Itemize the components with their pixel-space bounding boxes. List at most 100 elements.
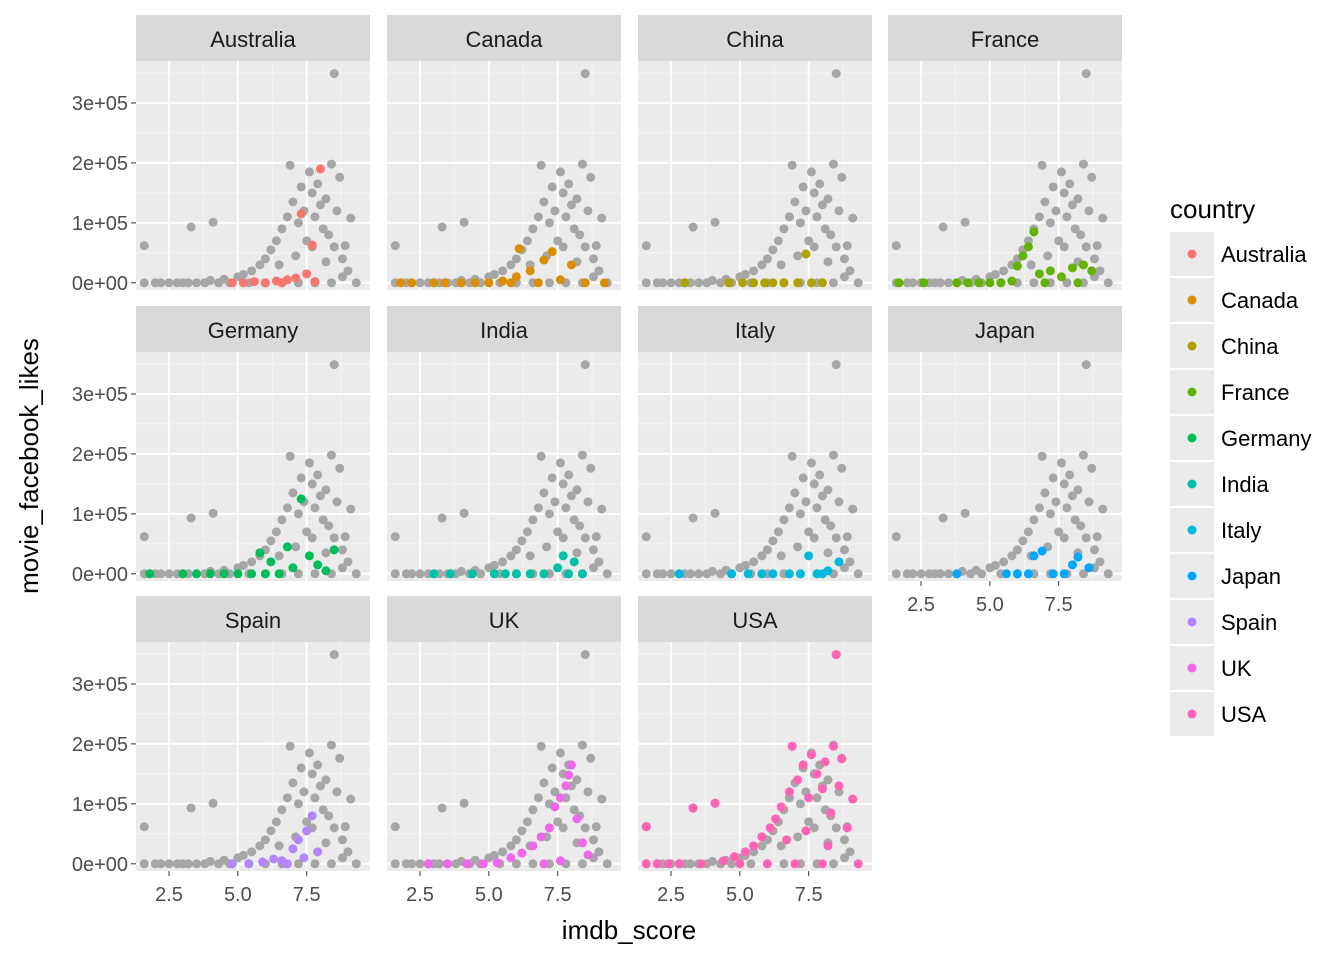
background-point	[139, 241, 149, 251]
background-point	[544, 509, 554, 519]
data-point-uk	[462, 859, 472, 869]
background-point	[390, 569, 400, 579]
legend-item: France	[1170, 370, 1289, 414]
background-point	[558, 188, 568, 198]
background-point	[528, 859, 538, 869]
data-point-canada	[525, 266, 535, 276]
background-point	[525, 551, 535, 561]
data-point-usa	[718, 856, 728, 866]
x-tick-label: 7.5	[795, 884, 823, 906]
data-point-japan	[1029, 551, 1039, 561]
background-point	[1067, 200, 1077, 210]
background-point	[293, 859, 303, 869]
facet-strip	[387, 596, 621, 642]
background-point	[390, 822, 400, 832]
background-point	[544, 218, 554, 228]
background-point	[321, 548, 331, 558]
data-point-australia	[260, 278, 270, 288]
data-point-france	[1012, 261, 1022, 271]
background-point	[302, 527, 312, 537]
background-point	[315, 491, 325, 501]
data-point-france	[1073, 278, 1083, 288]
background-point	[831, 360, 841, 370]
background-point	[820, 515, 830, 525]
background-point	[335, 172, 345, 182]
background-point	[580, 360, 590, 370]
background-point	[793, 251, 803, 261]
background-point	[580, 650, 590, 660]
data-point-france	[919, 278, 929, 288]
background-point	[329, 69, 339, 79]
background-point	[908, 278, 918, 288]
data-point-germany	[247, 569, 257, 579]
data-point-usa	[787, 741, 797, 751]
background-point	[351, 569, 361, 579]
data-point-usa	[826, 808, 836, 818]
background-point	[1065, 470, 1075, 480]
background-point	[247, 557, 257, 567]
background-point	[1054, 527, 1064, 537]
background-point	[561, 212, 571, 222]
background-point	[291, 542, 301, 552]
background-point	[842, 532, 852, 542]
background-point	[271, 236, 281, 246]
background-point	[343, 847, 353, 857]
background-point	[332, 206, 342, 216]
legend-marker	[1187, 525, 1197, 535]
background-point	[685, 569, 695, 579]
data-point-canada	[429, 278, 439, 288]
background-point	[329, 533, 339, 543]
background-point	[547, 473, 557, 483]
background-point	[853, 569, 863, 579]
background-point	[415, 569, 425, 579]
data-point-uk	[544, 823, 554, 833]
data-point-france	[1078, 260, 1088, 270]
background-point	[757, 551, 767, 561]
background-point	[839, 563, 849, 573]
background-point	[558, 242, 568, 252]
legend-item: UK	[1170, 646, 1252, 690]
data-point-spain	[293, 835, 303, 845]
background-point	[313, 179, 323, 189]
background-point	[694, 569, 704, 579]
background-point	[522, 817, 532, 827]
background-point	[776, 841, 786, 851]
x-tick-label: 5.0	[224, 884, 252, 906]
background-point	[768, 536, 778, 546]
data-point-india	[577, 569, 587, 579]
background-point	[815, 470, 825, 480]
legend-item: USA	[1170, 692, 1267, 736]
data-point-japan	[952, 569, 962, 579]
data-point-china	[801, 249, 811, 259]
background-point	[1087, 172, 1097, 182]
y-tick-label: 3e+05	[72, 674, 128, 696]
background-point	[288, 197, 298, 207]
background-point	[583, 787, 593, 797]
background-point	[415, 278, 425, 288]
background-point	[547, 182, 557, 192]
data-point-canada	[484, 278, 494, 288]
panel-background	[638, 642, 872, 871]
background-point	[990, 560, 1000, 570]
data-point-spain	[244, 859, 254, 869]
data-point-uk	[583, 850, 593, 860]
background-point	[437, 222, 447, 232]
background-point	[891, 532, 901, 542]
background-point	[891, 241, 901, 251]
background-point	[274, 551, 284, 561]
background-point	[310, 793, 320, 803]
legend-marker	[1187, 341, 1197, 351]
background-point	[192, 859, 202, 869]
data-point-india	[511, 569, 521, 579]
background-point	[586, 463, 596, 473]
data-point-france	[963, 278, 973, 288]
background-point	[459, 798, 469, 808]
data-point-usa	[641, 822, 651, 832]
legend-marker	[1187, 663, 1197, 673]
data-point-india	[467, 569, 477, 579]
background-point	[779, 859, 789, 869]
data-point-uk	[561, 781, 571, 791]
panel-background	[387, 642, 621, 871]
data-point-usa	[765, 823, 775, 833]
background-point	[572, 775, 582, 785]
